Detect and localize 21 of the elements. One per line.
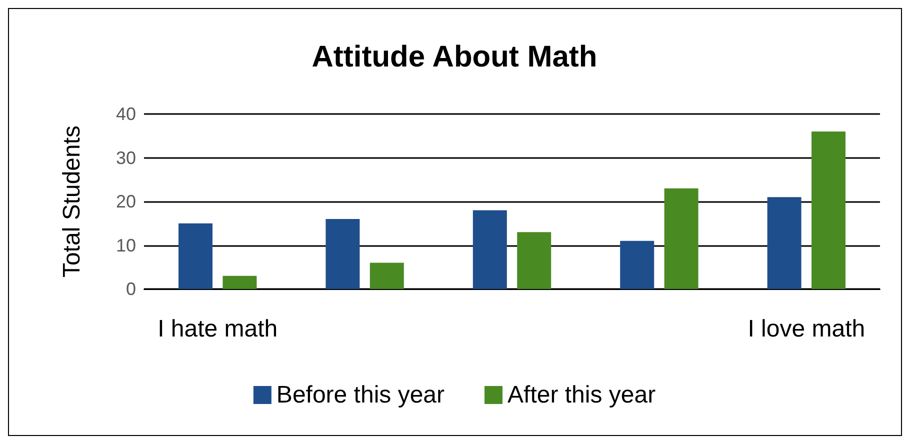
y-axis-title: Total Students [58,125,86,278]
bar [517,232,552,289]
legend-label: Before this year [276,382,445,408]
bar [767,197,802,289]
bar [620,240,654,289]
legend-label: After this year [508,382,656,408]
x-tick-label: I love math [748,316,866,342]
bar [472,210,507,289]
chart-title: Attitude About Math [312,40,598,74]
y-tick-label: 30 [116,148,136,168]
x-tick-label: I hate math [158,316,278,342]
bar [370,262,404,289]
y-tick-label: 20 [116,192,136,212]
bar [664,188,698,289]
y-tick-label: 10 [116,235,136,256]
bar [326,219,360,289]
bar [178,223,212,289]
y-tick-label: 0 [126,279,136,299]
bar [222,276,257,289]
bar [812,132,846,289]
y-tick-label: 40 [116,104,136,124]
